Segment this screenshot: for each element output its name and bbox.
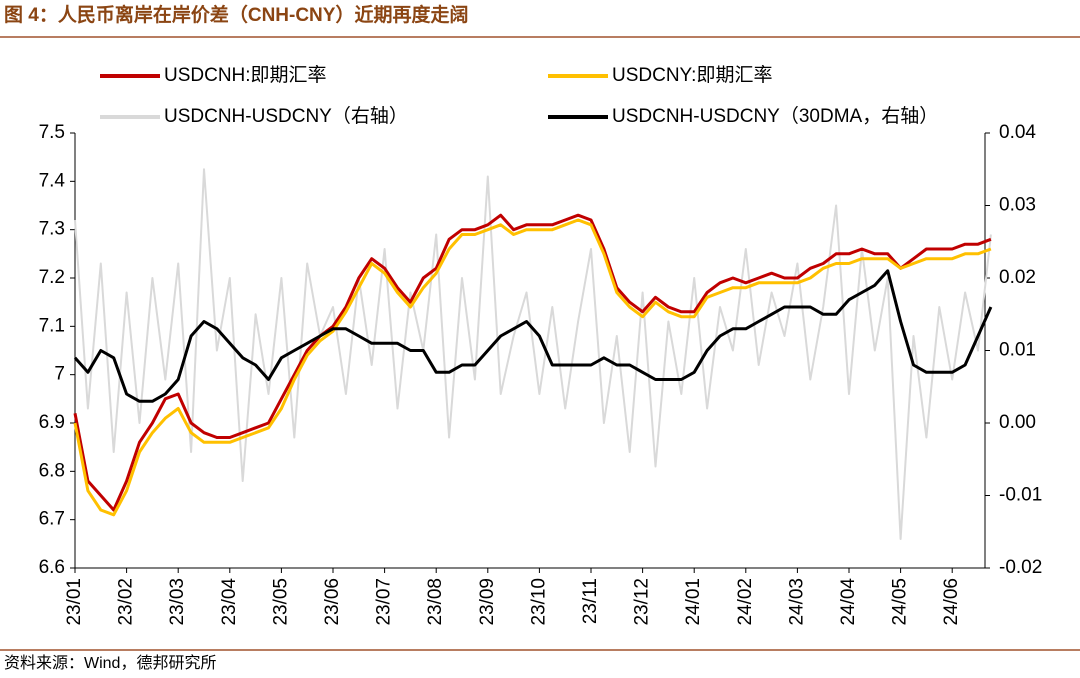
x-tick-label: 24/01 (683, 578, 704, 626)
legend-label: USDCNH-USDCNY（30DMA，右轴） (612, 105, 938, 127)
y-tick-label: 6.9 (39, 412, 65, 433)
x-tick-label: 23/08 (425, 578, 446, 626)
x-tick-label: 24/05 (890, 578, 911, 626)
x-tick-label: 23/02 (116, 578, 137, 626)
y2-tick-label: 0.01 (999, 340, 1036, 361)
series-line (73, 218, 992, 517)
x-tick-label: 24/03 (786, 578, 807, 626)
x-tick-label: 24/02 (735, 578, 756, 626)
x-tick-label: 23/05 (270, 578, 291, 626)
x-tick-label: 23/01 (64, 578, 85, 626)
y-tick-label: 7.3 (39, 219, 65, 240)
y2-tick-label: 0.02 (999, 267, 1036, 288)
x-tick-label: 23/09 (477, 578, 498, 626)
y-tick-label: 7.1 (39, 315, 65, 336)
y2-tick-label: -0.01 (999, 485, 1042, 506)
x-tick-label: 23/12 (632, 578, 653, 626)
legend-label: USDCNH:即期汇率 (164, 64, 327, 86)
y-tick-label: 7.5 (39, 122, 65, 143)
x-tick-label: 23/07 (374, 578, 395, 626)
x-tick-label: 23/06 (322, 578, 343, 626)
series-line (73, 269, 993, 403)
y2-tick-label: 0.00 (999, 412, 1036, 433)
series-line (74, 168, 992, 540)
x-tick-label: 23/04 (219, 578, 240, 626)
y2-tick-label: 0.04 (999, 122, 1036, 143)
legend-label: USDCNY:即期汇率 (612, 64, 772, 86)
x-tick-label: 23/03 (167, 578, 188, 626)
source: 资料来源：Wind，德邦研究所 (4, 654, 216, 672)
y-tick-label: 7.4 (39, 170, 66, 191)
chart-title: 图 4：人民币离岸在岸价差（CNH-CNY）近期再度走阔 (4, 3, 468, 26)
y-tick-label: 6.6 (39, 557, 65, 578)
y2-tick-label: -0.02 (999, 557, 1042, 578)
x-tick-label: 24/04 (838, 578, 859, 626)
y-tick-label: 6.7 (39, 509, 65, 530)
y-tick-label: 6.8 (39, 460, 65, 481)
series-line (73, 213, 992, 512)
x-tick-label: 24/06 (941, 578, 962, 626)
legend-label: USDCNH-USDCNY（右轴） (164, 105, 408, 127)
y2-tick-label: 0.03 (999, 195, 1036, 216)
y-tick-label: 7 (54, 364, 65, 385)
x-tick-label: 23/10 (528, 578, 549, 626)
x-tick-label: 23/11 (580, 578, 601, 624)
y-tick-label: 7.2 (39, 267, 65, 288)
